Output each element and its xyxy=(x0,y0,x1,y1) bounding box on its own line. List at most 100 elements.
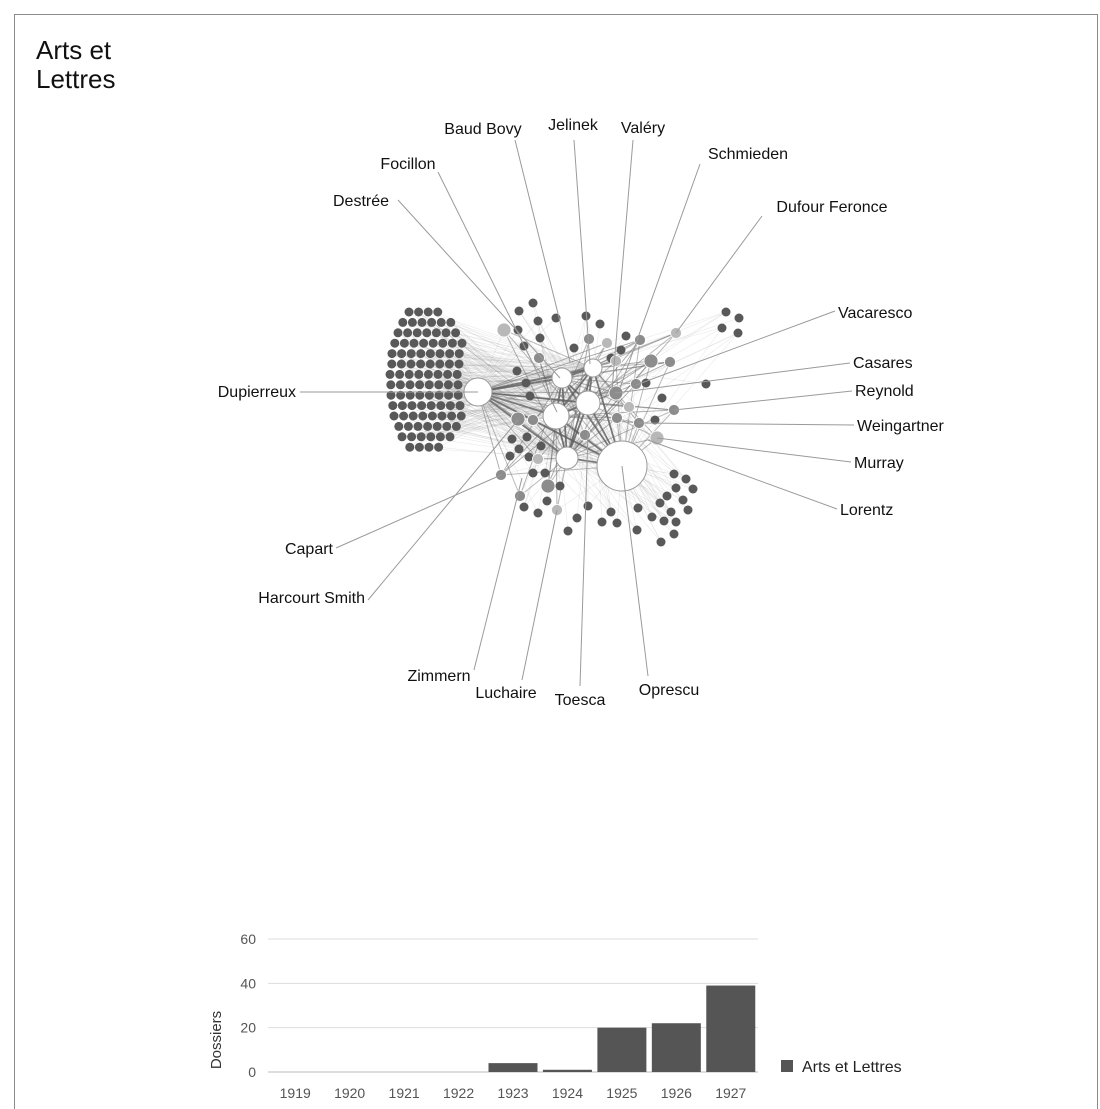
leaf-node xyxy=(597,517,607,527)
leaf-node xyxy=(633,503,643,513)
network-edge xyxy=(430,363,623,467)
network-edge xyxy=(447,374,557,417)
network-edge xyxy=(537,402,589,460)
leaf-node xyxy=(453,390,463,400)
network-edge xyxy=(518,310,589,404)
network-edge xyxy=(455,332,568,459)
network-edge xyxy=(450,322,557,417)
network-edge xyxy=(461,342,568,459)
leaf-node xyxy=(435,349,445,359)
leaf-node xyxy=(417,401,427,411)
leaf-node xyxy=(446,317,456,327)
network-edge xyxy=(398,426,568,459)
leader-line xyxy=(367,419,519,601)
node-label: Zimmern xyxy=(407,668,470,685)
leaf-node xyxy=(389,411,399,421)
node-label: Destrée xyxy=(333,193,389,210)
leaf-node xyxy=(671,517,681,527)
hub-edge xyxy=(477,367,594,393)
network-edge xyxy=(517,367,594,420)
leaf-node xyxy=(535,333,545,343)
network-edge xyxy=(477,391,630,408)
leaf-node xyxy=(414,442,424,452)
network-edge xyxy=(393,415,568,459)
network-edge xyxy=(537,377,563,514)
network-edge xyxy=(401,353,563,379)
leaf-node xyxy=(419,338,429,348)
network-edge xyxy=(391,363,589,404)
network-edge xyxy=(407,332,589,404)
leaf-node xyxy=(432,421,442,431)
leaf-node xyxy=(457,338,467,348)
network-edge xyxy=(587,332,677,404)
network-node xyxy=(643,353,659,369)
leaf-node xyxy=(662,491,672,501)
network-edge xyxy=(555,338,590,417)
leaf-node xyxy=(390,338,400,348)
network-edge xyxy=(446,426,568,459)
leaf-node xyxy=(581,311,591,321)
network-edge xyxy=(477,317,557,393)
network-edge xyxy=(449,353,594,369)
network-edge xyxy=(417,426,568,459)
network-edge xyxy=(427,426,623,467)
leaf-node xyxy=(425,359,435,369)
leaf-node xyxy=(454,359,464,369)
leaf-node xyxy=(428,338,438,348)
page-title: Arts et Lettres xyxy=(36,35,116,94)
node-label: Jelinek xyxy=(548,117,599,134)
network-edge xyxy=(592,332,677,369)
leaf-node xyxy=(542,496,552,506)
network-labels: Baud Bovy Jelinek Valéry Schmieden Focillon D… xyxy=(218,117,945,709)
network-node xyxy=(623,401,635,413)
hub-node xyxy=(542,402,570,430)
hub-node xyxy=(583,358,603,378)
leaf-node xyxy=(442,421,452,431)
leaf-node xyxy=(395,369,405,379)
leaf-node xyxy=(436,317,446,327)
leaf-node xyxy=(397,349,407,359)
network-edge xyxy=(503,329,568,459)
leaf-node xyxy=(445,349,455,359)
leaf-node xyxy=(415,390,425,400)
network-edge xyxy=(477,339,641,393)
network-edge xyxy=(566,361,671,459)
network-edge xyxy=(431,322,557,417)
network-edge xyxy=(403,415,568,459)
network-edge xyxy=(566,422,640,459)
network-node xyxy=(496,322,512,338)
leaf-node xyxy=(417,317,427,327)
leaf-node xyxy=(678,495,688,505)
leader-line xyxy=(437,171,558,413)
leaf-node xyxy=(399,411,409,421)
network-edge xyxy=(455,332,623,467)
leaf-node xyxy=(540,468,550,478)
network-edge xyxy=(555,342,608,417)
leaf-node xyxy=(393,328,403,338)
network-edge xyxy=(459,353,563,379)
leaf-node xyxy=(434,442,444,452)
leaf-node xyxy=(406,349,416,359)
leaf-node xyxy=(519,502,529,512)
leaf-node xyxy=(386,390,396,400)
network-edge xyxy=(477,311,727,393)
network-node xyxy=(533,352,545,364)
leaf-node xyxy=(423,421,433,431)
leaf-node xyxy=(717,323,727,333)
network-node xyxy=(583,333,595,345)
leaf-node xyxy=(681,474,691,484)
network-edge xyxy=(404,342,563,379)
network-edge xyxy=(459,353,594,369)
leaf-node xyxy=(395,380,405,390)
network-edge xyxy=(566,315,587,459)
node-label: Focillon xyxy=(380,156,435,173)
node-label: Capart xyxy=(285,541,334,558)
network-edge xyxy=(547,377,563,487)
leaf-node xyxy=(616,345,626,355)
network-edge xyxy=(461,342,563,379)
leaf-node xyxy=(632,525,642,535)
label-leader-lines xyxy=(300,139,855,687)
network-graph: Baud Bovy Jelinek Valéry Schmieden Focillon D… xyxy=(218,117,945,709)
node-label: Valéry xyxy=(621,120,665,137)
network-edge xyxy=(419,377,563,386)
